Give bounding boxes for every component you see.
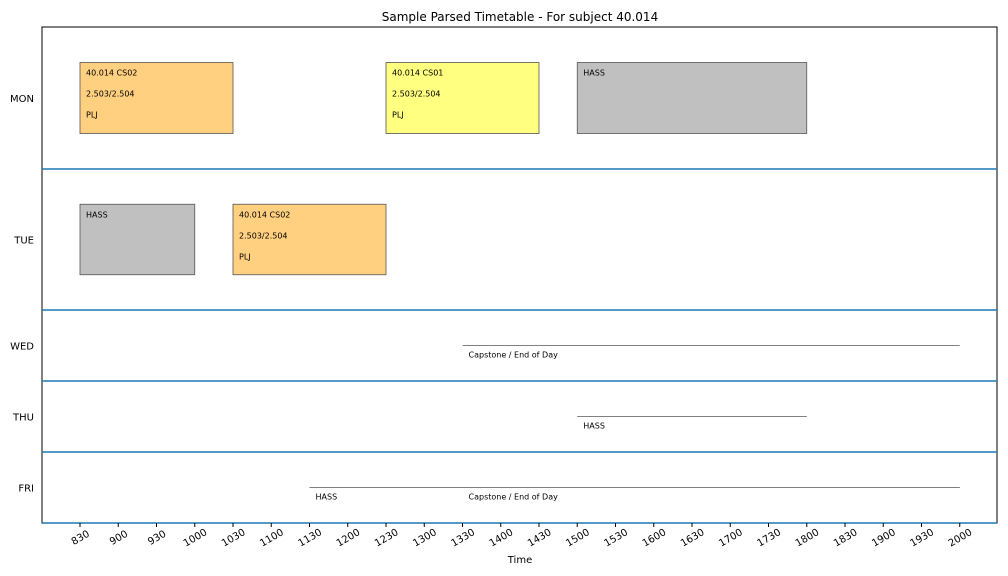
event-block: [232, 203, 387, 276]
day-label: THU: [12, 413, 34, 424]
event-label: 2.503/2.504: [392, 90, 441, 99]
x-tick-label: 2000: [947, 527, 975, 549]
x-tick-label: 1800: [794, 527, 822, 549]
x-axis-label: Time: [507, 555, 532, 566]
day-label: FRI: [18, 484, 34, 495]
event-label: 40.014 CS01: [392, 69, 443, 78]
x-tick-label: 1330: [449, 527, 477, 549]
x-tick-label: 1200: [335, 527, 363, 549]
x-axis-ticks: 830 900 930 1000 1030 1100 1130 1200 1230 1300 133…: [70, 523, 975, 549]
x-tick-label: 830: [70, 529, 92, 548]
span-lines: Capstone / End of Day HASS HASS Capstone / …: [309, 345, 960, 502]
x-tick-label: 1030: [220, 527, 248, 549]
span-label: Capstone / End of Day: [469, 351, 559, 360]
day-label: MON: [10, 94, 34, 105]
event-label: HASS: [86, 210, 108, 219]
span-label: HASS: [583, 422, 605, 431]
event-label: PLJ: [239, 252, 251, 261]
day-dividers: [42, 168, 997, 524]
x-tick-label: 1930: [908, 527, 936, 549]
event-label: 2.503/2.504: [86, 90, 135, 99]
event-block: [79, 203, 196, 276]
span-label: HASS: [316, 493, 338, 502]
x-tick-label: 1100: [258, 527, 286, 549]
event-blocks: 40.014 CS02 2.503/2.504 PLJ 40.014 CS01 2.50…: [79, 62, 808, 276]
x-tick-label: 1230: [373, 527, 401, 549]
x-tick-label: 1600: [641, 527, 669, 549]
x-tick-label: 1500: [564, 527, 592, 549]
x-tick-label: 1430: [526, 527, 554, 549]
day-label: TUE: [13, 236, 34, 247]
event-block: [576, 62, 808, 134]
event-label: 40.014 CS02: [239, 210, 290, 219]
x-tick-label: 1530: [602, 527, 630, 549]
event-label: 40.014 CS02: [86, 69, 137, 78]
x-tick-label: 1400: [488, 527, 516, 549]
x-tick-label: 930: [146, 529, 168, 548]
event-label: PLJ: [392, 111, 404, 120]
day-labels: MON TUE WED THU FRI: [10, 94, 34, 495]
x-tick-label: 900: [108, 529, 130, 548]
event-block: [385, 62, 540, 134]
day-label: WED: [10, 342, 34, 353]
x-tick-label: 1130: [296, 527, 324, 549]
x-tick-label: 1730: [755, 527, 783, 549]
x-tick-label: 1900: [870, 527, 898, 549]
event-block: [79, 62, 234, 134]
chart-title: Sample Parsed Timetable - For subject 40…: [382, 10, 658, 24]
x-tick-label: 1830: [832, 527, 860, 549]
x-tick-label: 1700: [717, 527, 745, 549]
x-tick-label: 1300: [411, 527, 439, 549]
event-label: 2.503/2.504: [239, 231, 288, 240]
x-tick-label: 1000: [182, 527, 210, 549]
event-label: HASS: [583, 69, 605, 78]
span-label: Capstone / End of Day: [469, 493, 559, 502]
event-label: PLJ: [86, 111, 98, 120]
x-tick-label: 1630: [679, 527, 707, 549]
